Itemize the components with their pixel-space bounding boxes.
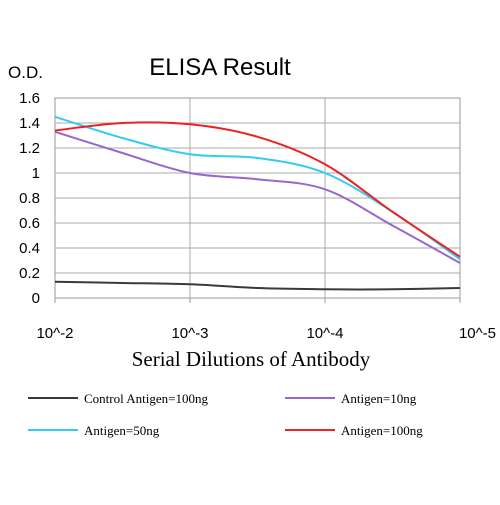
legend-label-4: Antigen=100ng [341, 423, 423, 438]
x-tick-label: 10^-5 [459, 325, 496, 342]
y-tick-label: 0.8 [19, 190, 40, 207]
y-tick-label: 1 [32, 165, 40, 182]
legend-label-3: Antigen=50ng [84, 423, 160, 438]
y-tick-label: 0.2 [19, 265, 40, 282]
y-tick-label: 0.4 [19, 240, 40, 257]
x-tick-label: 10^-3 [171, 325, 208, 342]
x-axis-title: Serial Dilutions of Antibody [132, 347, 371, 371]
y-axis-label: O.D. [8, 63, 43, 82]
series-line-4 [54, 121, 461, 258]
y-tick-label: 1.6 [19, 90, 40, 107]
legend-label-2: Antigen=10ng [341, 391, 417, 406]
series-line-1 [54, 280, 461, 291]
series-line-3 [54, 115, 461, 261]
chart-title: ELISA Result [149, 54, 291, 81]
y-tick-label: 0.6 [19, 215, 40, 232]
y-tick-label: 0 [32, 290, 40, 307]
legend: Control Antigen=100ng Antigen=10ng Antigen… [28, 391, 423, 438]
series-line-2 [54, 130, 461, 264]
x-tick-label: 10^-2 [36, 325, 73, 342]
y-tick-label: 1.4 [19, 115, 40, 132]
y-tick-label: 1.2 [19, 140, 40, 157]
plot-area: 0 0.2 0.4 0.6 0.8 1 1.2 1.4 1.6 10^-2 10^-3 10^-4 10… [19, 90, 496, 342]
x-tick-label: 10^-4 [306, 325, 343, 342]
legend-label-1: Control Antigen=100ng [84, 391, 208, 406]
